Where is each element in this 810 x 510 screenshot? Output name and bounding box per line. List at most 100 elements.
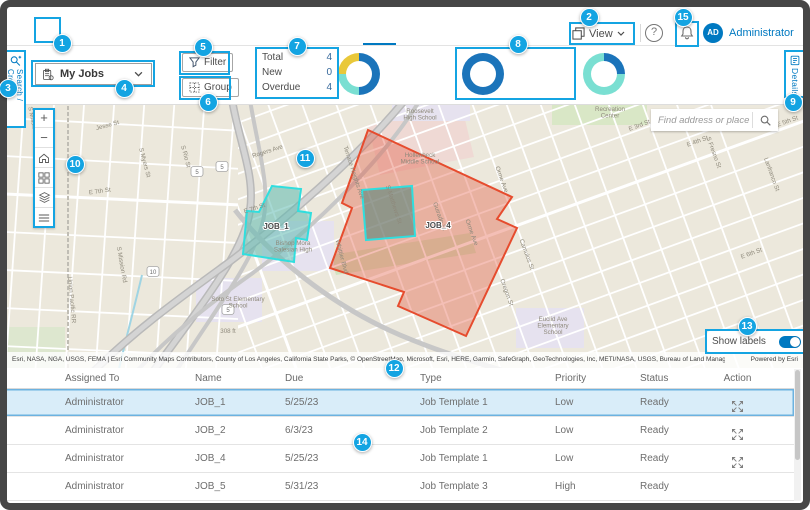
svg-text:308 ft: 308 ft	[220, 328, 236, 335]
table-row-job_2[interactable]: Administrator JOB_2 6/3/23 Job Template 2 Lo…	[0, 417, 794, 445]
svg-text:E 7th St: E 7th St	[88, 186, 111, 196]
table-row-job_1[interactable]: Administrator JOB_1 5/25/23 Job Template 1 L…	[0, 389, 794, 417]
help-icon: ?	[650, 26, 658, 38]
job-stats-panel: Total 4 New 0 Overdue 4	[255, 47, 339, 99]
table-cell: Ready	[640, 425, 669, 436]
active-tab-underline	[363, 43, 396, 45]
column-header-name[interactable]: Name	[195, 373, 222, 384]
column-header-action[interactable]: Action	[723, 373, 752, 384]
home-button[interactable]	[33, 148, 55, 168]
table-cell: Low	[555, 397, 574, 408]
powered-by-esri: Powered by Esri	[750, 356, 798, 363]
legend-button[interactable]	[33, 208, 55, 228]
callout-4: 4	[114, 78, 134, 98]
table-scrollbar[interactable]	[794, 369, 801, 501]
view-dropdown[interactable]: View	[572, 24, 630, 43]
view-label: View	[589, 27, 613, 40]
zoom-in-button[interactable]: +	[33, 108, 55, 128]
svg-text:5: 5	[226, 308, 230, 314]
header-divider-2	[640, 24, 641, 42]
basemap-button[interactable]	[33, 168, 55, 188]
layers-button[interactable]	[33, 188, 55, 208]
callout-5: 5	[193, 37, 213, 57]
job-status-chart[interactable]	[462, 53, 504, 95]
table-cell: JOB_2	[195, 425, 226, 436]
stat-value-total: 4	[326, 52, 332, 63]
zoom-to-icon	[732, 400, 743, 412]
zoom-to-action[interactable]	[715, 417, 760, 444]
show-labels-label: Show labels	[712, 336, 766, 347]
table-cell: Job Template 1	[420, 453, 488, 464]
callout-14: 14	[352, 432, 372, 452]
chevron-down-icon	[134, 71, 143, 77]
callout-7: 7	[287, 36, 307, 56]
table-cell: Low	[555, 453, 574, 464]
search-input[interactable]	[658, 114, 750, 126]
zoom-to-action[interactable]	[715, 445, 760, 472]
search-icon[interactable]	[759, 114, 772, 127]
callout-12: 12	[384, 358, 404, 378]
table-row-job_4[interactable]: Administrator JOB_4 5/25/23 Job Template 1 L…	[0, 445, 794, 473]
table-cell: High	[555, 481, 576, 492]
chevron-down-icon	[617, 31, 625, 36]
zoom-to-action	[715, 473, 760, 500]
stat-label-total: Total	[262, 52, 284, 63]
notifications-button[interactable]	[679, 25, 695, 41]
callout-9: 9	[783, 92, 803, 112]
table-cell: Ready	[640, 397, 669, 408]
show-labels-toggle[interactable]	[779, 335, 801, 348]
bell-icon	[680, 26, 694, 40]
callout-10: 10	[65, 154, 85, 174]
app-header	[7, 7, 803, 46]
search-create-icon	[10, 55, 21, 66]
job1-polygon[interactable]	[241, 184, 313, 264]
details-label: Details	[790, 67, 800, 96]
job-type-chart[interactable]	[338, 53, 380, 95]
zoom-out-button[interactable]: −	[33, 128, 55, 148]
table-row-job_5[interactable]: Administrator JOB_5 5/31/23 Job Template 3 H…	[0, 473, 794, 501]
svg-text:JOB_4: JOB_4	[425, 221, 451, 230]
callout-6: 6	[198, 92, 218, 112]
column-header-due[interactable]: Due	[285, 373, 304, 384]
column-header-assigned-to[interactable]: Assigned To	[65, 373, 120, 384]
svg-text:Union Pacific RR: Union Pacific RR	[66, 276, 77, 324]
zoom-to-icon	[732, 456, 743, 468]
help-button[interactable]: ?	[645, 24, 663, 42]
jobs-dropdown[interactable]: My Jobs	[35, 63, 152, 85]
jobs-icon	[43, 68, 54, 80]
table-body: Administrator JOB_1 5/25/23 Job Template 1 L…	[0, 389, 794, 501]
column-header-type[interactable]: Type	[420, 373, 442, 384]
highway-shields: 5 5 10 5	[146, 161, 235, 315]
filter-icon	[189, 57, 200, 68]
table-cell: 6/3/23	[285, 425, 313, 436]
job-inner-polygon[interactable]	[360, 184, 417, 242]
details-icon	[790, 55, 800, 66]
jobs-table: Assigned To Name Due Type Priority Status Acti…	[0, 368, 810, 503]
column-header-priority[interactable]: Priority	[555, 373, 587, 384]
table-cell: Job Template 2	[420, 425, 488, 436]
zoom-to-action[interactable]	[715, 389, 760, 416]
details-tab[interactable]: Details	[784, 50, 806, 98]
column-header-status[interactable]: Status	[640, 373, 669, 384]
table-cell: Job Template 3	[420, 481, 488, 492]
job4-polygon[interactable]	[328, 128, 519, 338]
view-icon	[572, 27, 585, 40]
layers-icon	[38, 192, 50, 203]
avatar[interactable]: AD	[703, 23, 723, 43]
table-cell: JOB_4	[195, 453, 226, 464]
table-cell: Administrator	[65, 425, 124, 436]
table-cell: JOB_5	[195, 481, 226, 492]
scrollbar-thumb[interactable]	[795, 370, 800, 460]
legend-icon	[38, 214, 50, 222]
group-label: Group	[204, 82, 232, 93]
job-priority-chart[interactable]	[583, 53, 625, 95]
callout-13: 13	[737, 316, 757, 336]
map-controls: + −	[33, 108, 55, 228]
user-name[interactable]: Administrator	[729, 27, 794, 39]
